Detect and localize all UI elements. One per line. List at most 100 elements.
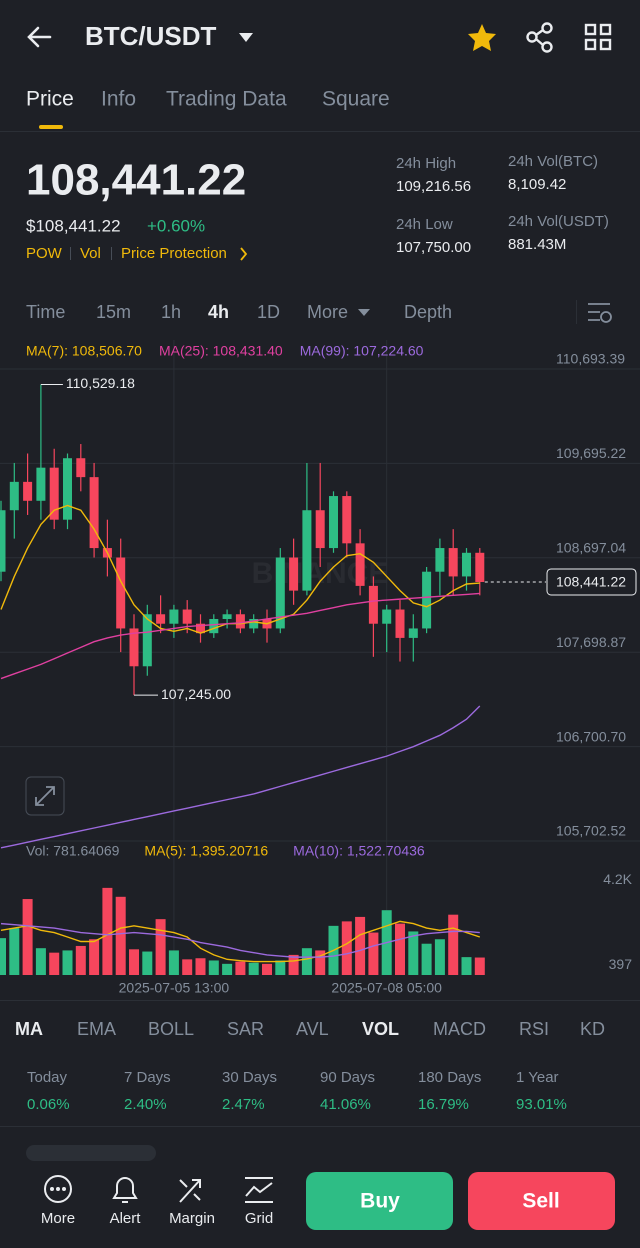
nav-label[interactable]: Margin	[169, 1210, 215, 1227]
expand-icon	[35, 786, 55, 806]
layout-button[interactable]	[584, 23, 612, 51]
candle-body	[169, 609, 179, 624]
period-value: 16.79%	[418, 1096, 469, 1113]
stat-value: 8,109.42	[508, 176, 566, 193]
interval[interactable]: 15m	[96, 302, 131, 322]
pair-title[interactable]: BTC/USDT	[85, 21, 217, 51]
y-tick-label: 106,700.70	[556, 728, 626, 744]
separator	[576, 300, 577, 324]
y-tick-label: 107,698.87	[556, 634, 626, 650]
chevron	[240, 247, 248, 261]
stat-value: 881.43M	[508, 236, 566, 253]
candle-body	[182, 609, 192, 624]
legend-entry: MA(10): 1,522.70436	[293, 843, 425, 859]
indicator-tab[interactable]: MACD	[433, 1019, 486, 1039]
tab[interactable]: Trading Data	[166, 88, 287, 111]
tag[interactable]: Vol	[80, 245, 101, 262]
current-price-label: 108,441.22	[556, 574, 626, 590]
nav-label[interactable]: Grid	[245, 1210, 273, 1227]
y-tick-label: 105,702.52	[556, 823, 626, 839]
tag[interactable]: POW	[26, 245, 63, 262]
buy-button[interactable]	[306, 1172, 453, 1230]
separator	[70, 247, 71, 260]
more-icon[interactable]	[44, 1175, 72, 1203]
interval[interactable]: 1h	[161, 302, 181, 322]
volume-bar	[49, 952, 60, 975]
expand-button[interactable]	[25, 776, 65, 816]
volume-bar	[301, 948, 312, 975]
x-tick-label: 2025-07-08 05:00	[331, 980, 442, 996]
last-price: 108,441.22	[26, 156, 246, 205]
candle-body	[289, 557, 299, 591]
indicator-tab[interactable]: MA	[15, 1019, 43, 1039]
indicator-tab[interactable]: RSI	[519, 1019, 549, 1039]
share-button[interactable]	[526, 22, 553, 53]
indicator-tab[interactable]: KD	[580, 1019, 605, 1039]
separator	[111, 247, 112, 260]
candle-body	[302, 510, 312, 591]
volume-bar	[408, 931, 419, 975]
interval[interactable]: Depth	[404, 302, 452, 322]
volume-bar	[448, 914, 459, 975]
indicator-tab[interactable]: AVL	[296, 1019, 329, 1039]
legend-entry: MA(7): 108,506.70	[26, 343, 142, 359]
period-label: 7 Days	[124, 1069, 171, 1086]
interval[interactable]: 4h	[208, 302, 229, 322]
pair-dropdown[interactable]	[239, 33, 253, 42]
low-annotation: 107,245.00	[161, 686, 231, 702]
candle-body	[222, 614, 232, 619]
candle-body	[36, 467, 46, 501]
tab[interactable]: Price	[26, 88, 74, 111]
candle-body	[89, 477, 99, 549]
candle-body	[462, 552, 471, 577]
indicator-tab[interactable]: BOLL	[148, 1019, 194, 1039]
stat-value: 109,216.56	[396, 178, 471, 195]
grid-icon[interactable]	[245, 1177, 273, 1203]
interval[interactable]: 1D	[257, 302, 280, 322]
interval[interactable]: Time	[26, 302, 65, 322]
volume-bar	[129, 949, 139, 975]
volume-bar	[142, 951, 153, 975]
alert-icon[interactable]	[112, 1177, 138, 1203]
sell-button[interactable]	[468, 1172, 615, 1230]
y-tick-label: 108,697.04	[556, 540, 626, 556]
indicator-tab[interactable]: SAR	[227, 1019, 264, 1039]
nav-label[interactable]: Alert	[110, 1210, 142, 1227]
tab[interactable]: Info	[101, 88, 136, 111]
tab[interactable]: Square	[322, 88, 390, 111]
interval[interactable]: More	[307, 302, 348, 322]
high-annotation: 110,529.18	[66, 375, 135, 391]
candle-body	[209, 618, 219, 634]
volume-bar	[434, 939, 445, 975]
current-price-box	[546, 568, 637, 596]
favorite-star[interactable]	[468, 24, 496, 51]
tab-indicator	[39, 125, 63, 129]
x-tick-label: 2025-07-05 13:00	[119, 980, 230, 996]
candle-body	[395, 609, 405, 638]
tag[interactable]: Price Protection	[121, 245, 227, 262]
chart-settings[interactable]	[588, 303, 612, 323]
indicator-tab[interactable]: VOL	[362, 1019, 399, 1039]
volume-bar	[262, 963, 272, 975]
stat-label: 24h Vol(BTC)	[508, 153, 598, 170]
candle-body	[249, 618, 259, 629]
stat-label: 24h Low	[396, 216, 453, 233]
buy-label: Buy	[360, 1190, 400, 1213]
volume-ma-line	[0, 920, 481, 963]
period-label: Today	[27, 1069, 68, 1086]
candle-body	[448, 548, 458, 577]
stat-label: 24h High	[396, 155, 456, 172]
margin-icon[interactable]	[179, 1179, 201, 1203]
back-button[interactable]	[27, 26, 52, 48]
candle-body	[76, 458, 86, 478]
period-value: 2.40%	[124, 1096, 167, 1113]
volume-ma-line	[0, 922, 480, 958]
divider	[0, 131, 640, 132]
indicator-tab[interactable]: EMA	[77, 1019, 116, 1039]
ma-line	[0, 705, 481, 849]
candle-body	[9, 481, 19, 511]
nav-label[interactable]: More	[41, 1210, 75, 1227]
volume-bar	[195, 958, 206, 975]
y-tick-label: 109,695.22	[556, 445, 626, 461]
